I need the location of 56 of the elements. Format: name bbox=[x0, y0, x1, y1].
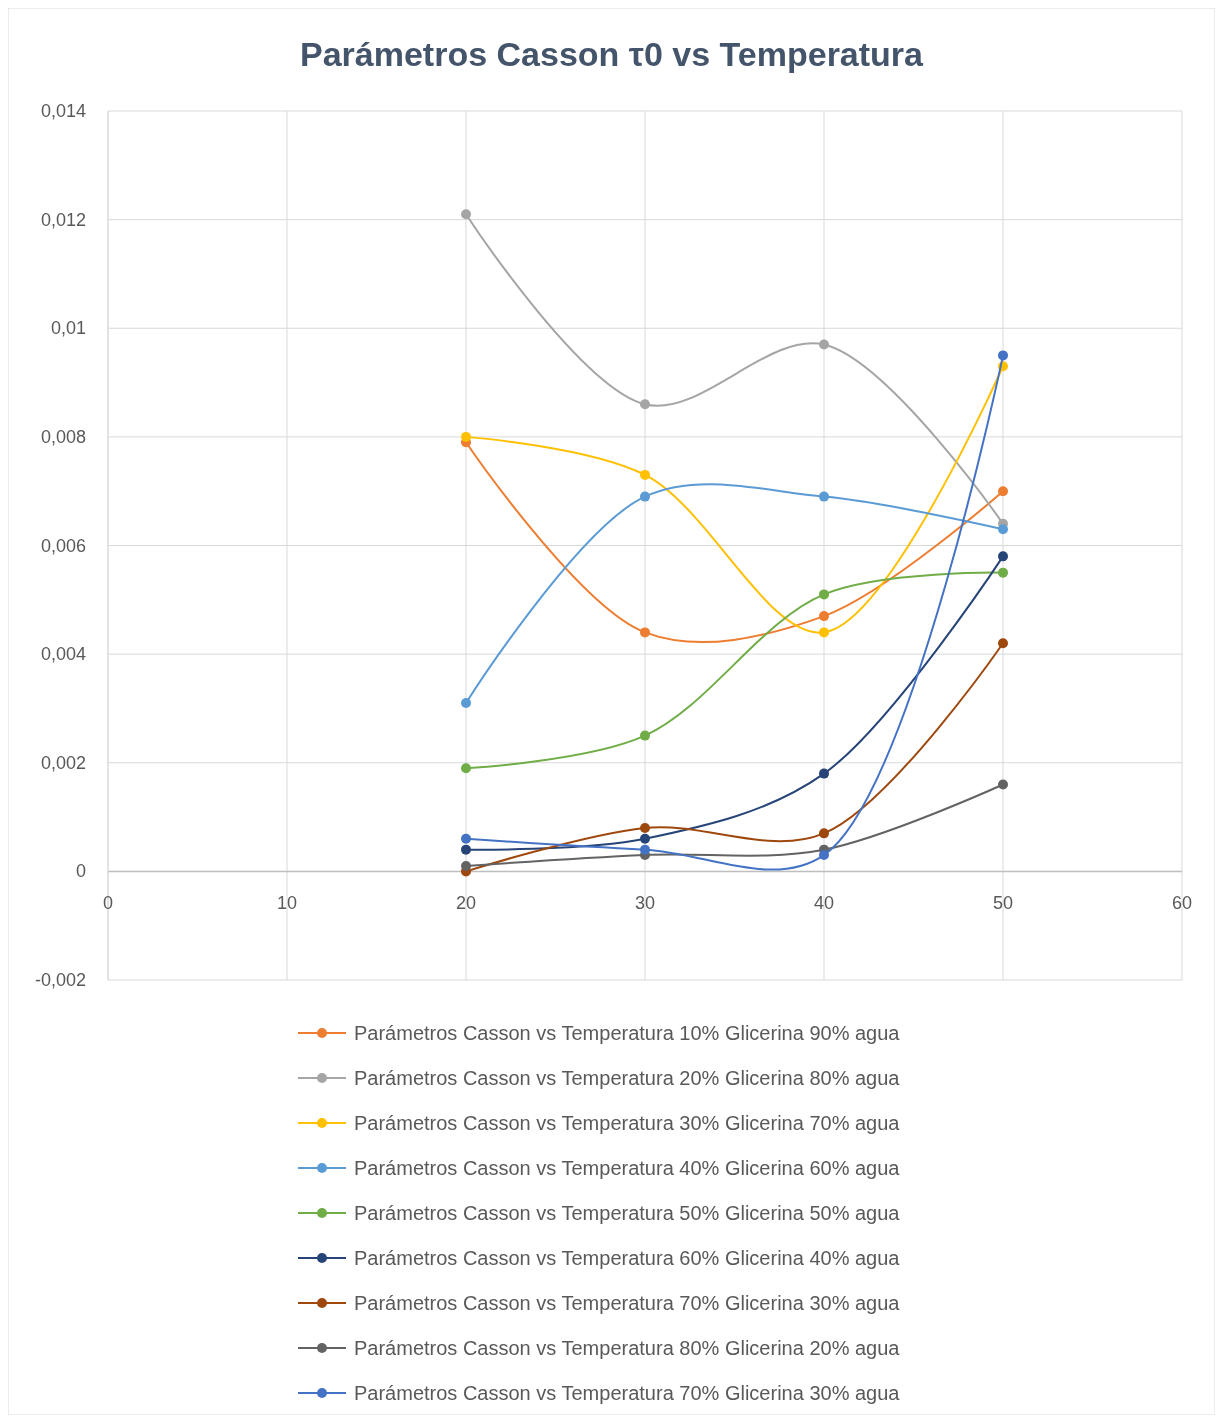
x-tick-label: 40 bbox=[813, 893, 835, 914]
y-tick-label: 0 bbox=[75, 861, 86, 882]
point bbox=[998, 551, 1008, 562]
y-tick-label: -0,002 bbox=[34, 970, 86, 990]
y-tick-label: 0,006 bbox=[40, 535, 86, 556]
y-tick-label: 0,008 bbox=[40, 426, 86, 447]
y-tick-label: 0,002 bbox=[40, 752, 86, 773]
chart-title: Parámetros Casson τ0 vs Temperatura bbox=[299, 35, 925, 73]
legend-label: Parámetros Casson vs Temperatura 60% Glicerina 40% agua bbox=[354, 1247, 901, 1269]
legend-label: Parámetros Casson vs Temperatura 30% Glicerina 70% agua bbox=[354, 1112, 901, 1134]
point bbox=[819, 828, 829, 839]
point bbox=[640, 491, 650, 502]
point bbox=[998, 350, 1008, 361]
y-tick-label: 0,012 bbox=[40, 209, 86, 230]
point bbox=[461, 209, 471, 220]
point bbox=[998, 486, 1008, 497]
x-tick-label: 10 bbox=[276, 893, 298, 914]
y-tick-label: 0,004 bbox=[40, 644, 86, 665]
point bbox=[640, 399, 650, 410]
point bbox=[640, 822, 650, 833]
point bbox=[819, 627, 829, 638]
point bbox=[819, 768, 829, 779]
y-tick-label: 0,01 bbox=[50, 318, 86, 339]
point bbox=[640, 833, 650, 844]
point bbox=[819, 611, 829, 622]
point bbox=[461, 698, 471, 709]
point bbox=[461, 860, 471, 871]
point bbox=[998, 567, 1008, 578]
point bbox=[461, 431, 471, 442]
point bbox=[640, 730, 650, 741]
point bbox=[461, 844, 471, 855]
x-tick-label: 20 bbox=[455, 893, 477, 914]
point bbox=[998, 638, 1008, 649]
point bbox=[461, 763, 471, 774]
point bbox=[819, 339, 829, 350]
point bbox=[461, 833, 471, 844]
x-tick-label: 0 bbox=[102, 893, 114, 914]
point bbox=[640, 844, 650, 855]
legend-label: Parámetros Casson vs Temperatura 70% Glicerina 30% agua bbox=[354, 1292, 901, 1314]
point bbox=[998, 524, 1008, 535]
legend-label: Parámetros Casson vs Temperatura 80% Glicerina 20% agua bbox=[354, 1337, 901, 1359]
legend-label: Parámetros Casson vs Temperatura 20% Glicerina 80% agua bbox=[354, 1067, 901, 1089]
x-tick-label: 30 bbox=[634, 893, 656, 914]
point bbox=[819, 850, 829, 861]
legend-label: Parámetros Casson vs Temperatura 10% Glicerina 90% agua bbox=[354, 1022, 901, 1044]
point bbox=[819, 491, 829, 502]
point bbox=[998, 779, 1008, 790]
point bbox=[819, 589, 829, 600]
x-tick-label: 60 bbox=[1171, 893, 1193, 914]
legend-label: Parámetros Casson vs Temperatura 50% Glicerina 50% agua bbox=[354, 1202, 901, 1224]
point bbox=[640, 469, 650, 480]
point bbox=[640, 627, 650, 638]
legend-label: Parámetros Casson vs Temperatura 40% Glicerina 60% agua bbox=[354, 1157, 901, 1179]
x-tick-label: 50 bbox=[992, 893, 1014, 914]
legend-label: Parámetros Casson vs Temperatura 70% Glicerina 30% agua bbox=[354, 1382, 901, 1404]
y-tick-label: 0,014 bbox=[40, 101, 86, 121]
